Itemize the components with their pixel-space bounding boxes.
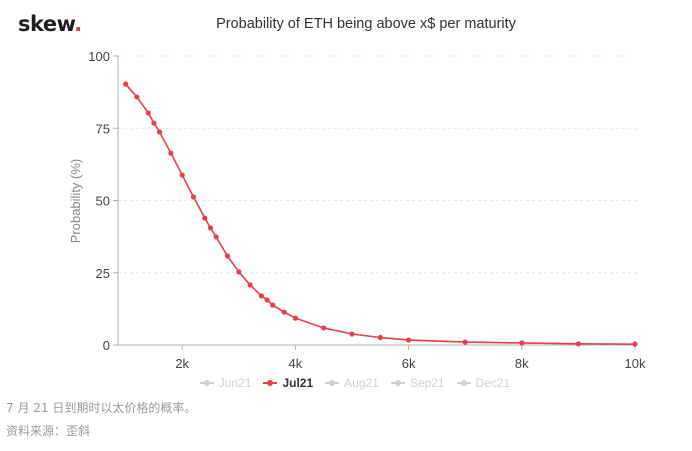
series-line <box>124 83 636 345</box>
y-tick-label: 75 <box>96 121 110 136</box>
legend-marker-icon <box>199 380 214 386</box>
data-point[interactable] <box>247 282 253 288</box>
x-tick-label: 6k <box>402 356 416 371</box>
data-point[interactable] <box>145 110 151 116</box>
data-point[interactable] <box>406 337 412 343</box>
data-point[interactable] <box>349 331 355 337</box>
legend-label: Jul21 <box>282 376 314 390</box>
legend-label: Aug21 <box>344 376 379 390</box>
series-jul21[interactable] <box>123 81 638 347</box>
legend-item-aug21[interactable]: Aug21 <box>325 376 379 390</box>
data-point[interactable] <box>179 172 185 178</box>
data-point[interactable] <box>134 94 140 100</box>
legend-label: Dec21 <box>475 376 511 390</box>
legend-marker-icon <box>263 380 278 386</box>
gridlines <box>118 55 637 274</box>
logo-text: skew <box>18 12 75 36</box>
data-point[interactable] <box>377 334 383 341</box>
data-point[interactable] <box>575 341 582 347</box>
data-point[interactable] <box>264 297 270 303</box>
x-tick-label: 2k <box>175 356 189 371</box>
data-point[interactable] <box>123 81 129 87</box>
x-tick-label: 4k <box>289 356 303 371</box>
caption-description: 7 月 21 日到期时以太价格的概率。 <box>6 401 197 415</box>
data-point[interactable] <box>207 225 214 231</box>
data-point[interactable] <box>292 315 298 321</box>
y-tick-label: 0 <box>103 338 110 353</box>
legend-label: Jun21 <box>218 376 252 390</box>
x-tick-label: 10k <box>625 356 646 371</box>
legend-label: Sep21 <box>409 376 445 390</box>
chart-legend: Jun21 Jul21 Aug21 Sep21 Dec21 <box>0 376 692 390</box>
legend-item-dec21[interactable]: Dec21 <box>456 376 511 390</box>
data-point[interactable] <box>632 341 638 347</box>
logo-dot: . <box>74 12 82 36</box>
data-point[interactable] <box>270 302 276 308</box>
data-point[interactable] <box>281 309 287 315</box>
data-point[interactable] <box>156 129 163 135</box>
legend-marker-icon <box>456 380 471 386</box>
legend-marker-icon <box>390 380 405 386</box>
y-axis-label: Probability (%) <box>68 159 83 244</box>
legend-item-jun21[interactable]: Jun21 <box>199 376 252 390</box>
data-point[interactable] <box>168 150 174 156</box>
legend-item-jul21[interactable]: Jul21 <box>263 376 313 390</box>
data-point[interactable] <box>519 340 525 346</box>
skew-logo: skew. <box>18 12 82 36</box>
legend-item-sep21[interactable]: Sep21 <box>390 376 445 390</box>
data-point[interactable] <box>213 234 219 240</box>
legend-marker-icon <box>325 380 340 386</box>
data-point[interactable] <box>321 325 327 331</box>
data-point[interactable] <box>236 269 242 275</box>
y-tick-label: 100 <box>88 49 110 64</box>
caption-source: 资料来源：歪斜 <box>6 424 91 438</box>
data-point[interactable] <box>190 194 197 200</box>
data-point[interactable] <box>462 339 468 345</box>
data-point[interactable] <box>224 253 231 259</box>
data-point[interactable] <box>258 293 265 299</box>
data-point[interactable] <box>202 215 208 221</box>
data-point[interactable] <box>151 120 157 126</box>
axes: 0 25 50 75 100 2k 4k 6k 8k 10k <box>88 49 646 371</box>
y-tick-label: 50 <box>96 194 110 209</box>
y-tick-label: 25 <box>96 266 110 281</box>
chart-title: Probability of ETH being above x$ per ma… <box>216 16 516 32</box>
x-tick-label: 8k <box>515 356 529 371</box>
